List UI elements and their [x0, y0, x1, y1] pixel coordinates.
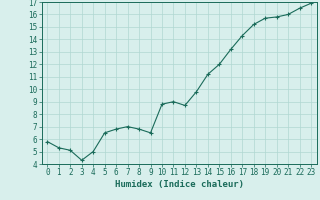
X-axis label: Humidex (Indice chaleur): Humidex (Indice chaleur) [115, 180, 244, 189]
